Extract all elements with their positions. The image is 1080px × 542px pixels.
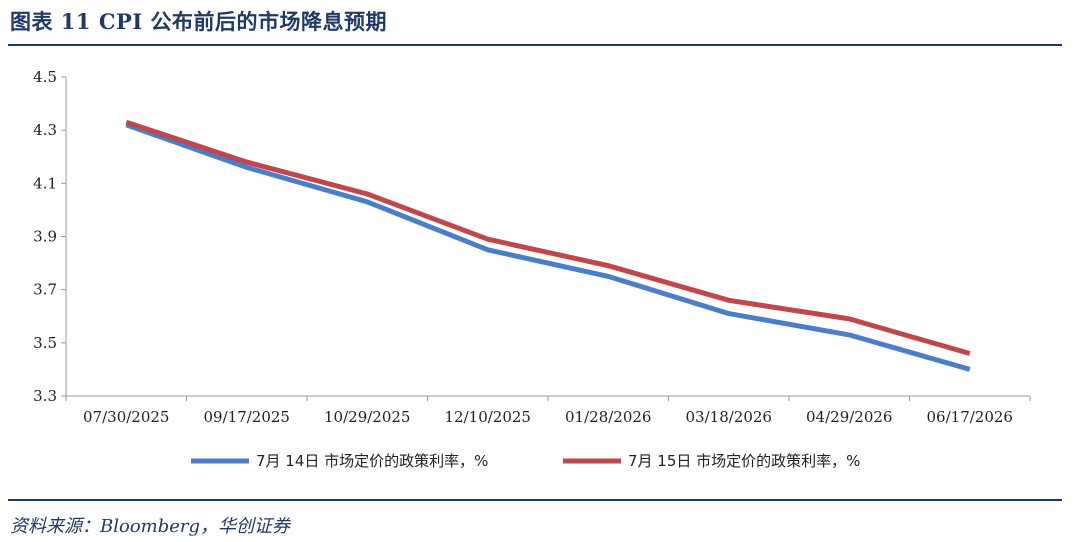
series-line-2 — [125, 119, 971, 356]
bottom-rule — [8, 499, 1062, 501]
y-tick-label: 3.9 — [33, 228, 57, 246]
chart-axes — [61, 76, 1031, 401]
legend-label-2: 7月 15日 市场定价的政策利率，% — [628, 452, 860, 470]
x-tick-label: 06/17/2026 — [927, 408, 1013, 426]
x-tick-label: 07/30/2025 — [83, 408, 169, 426]
source-note: 资料来源：Bloomberg，华创证券 — [10, 516, 291, 537]
y-tick-label: 3.3 — [33, 387, 57, 405]
series-lines — [125, 119, 971, 372]
x-tick-labels: 07/30/2025 09/17/2025 10/29/2025 12/10/2025… — [83, 408, 1013, 426]
x-tick-label: 09/17/2025 — [204, 408, 290, 426]
x-tick-label: 10/29/2025 — [324, 408, 410, 426]
y-tick-label: 3.7 — [33, 281, 57, 299]
y-tick-label: 4.5 — [33, 68, 57, 86]
y-tick-label: 4.1 — [33, 174, 57, 192]
line-chart: 3.3 3.5 3.7 3.9 4.1 4.3 4.5 07/30/2025 09/17/20… — [33, 68, 1031, 470]
x-tick-label: 12/10/2025 — [445, 408, 531, 426]
y-tick-label: 4.3 — [33, 121, 57, 139]
x-tick-label: 03/18/2026 — [686, 408, 772, 426]
series-line-1 — [125, 122, 971, 372]
y-tick-labels: 3.3 3.5 3.7 3.9 4.1 4.3 4.5 — [33, 68, 57, 405]
x-tick-label: 01/28/2026 — [565, 408, 651, 426]
top-rule — [8, 44, 1062, 46]
chart-title: 图表 11 CPI 公布前后的市场降息预期 — [10, 9, 387, 34]
x-tick-label: 04/29/2026 — [806, 408, 892, 426]
legend-label-1: 7月 14日 市场定价的政策利率，% — [256, 452, 488, 470]
legend: 7月 14日 市场定价的政策利率，% 7月 15日 市场定价的政策利率，% — [191, 452, 860, 470]
y-tick-label: 3.5 — [33, 334, 57, 352]
